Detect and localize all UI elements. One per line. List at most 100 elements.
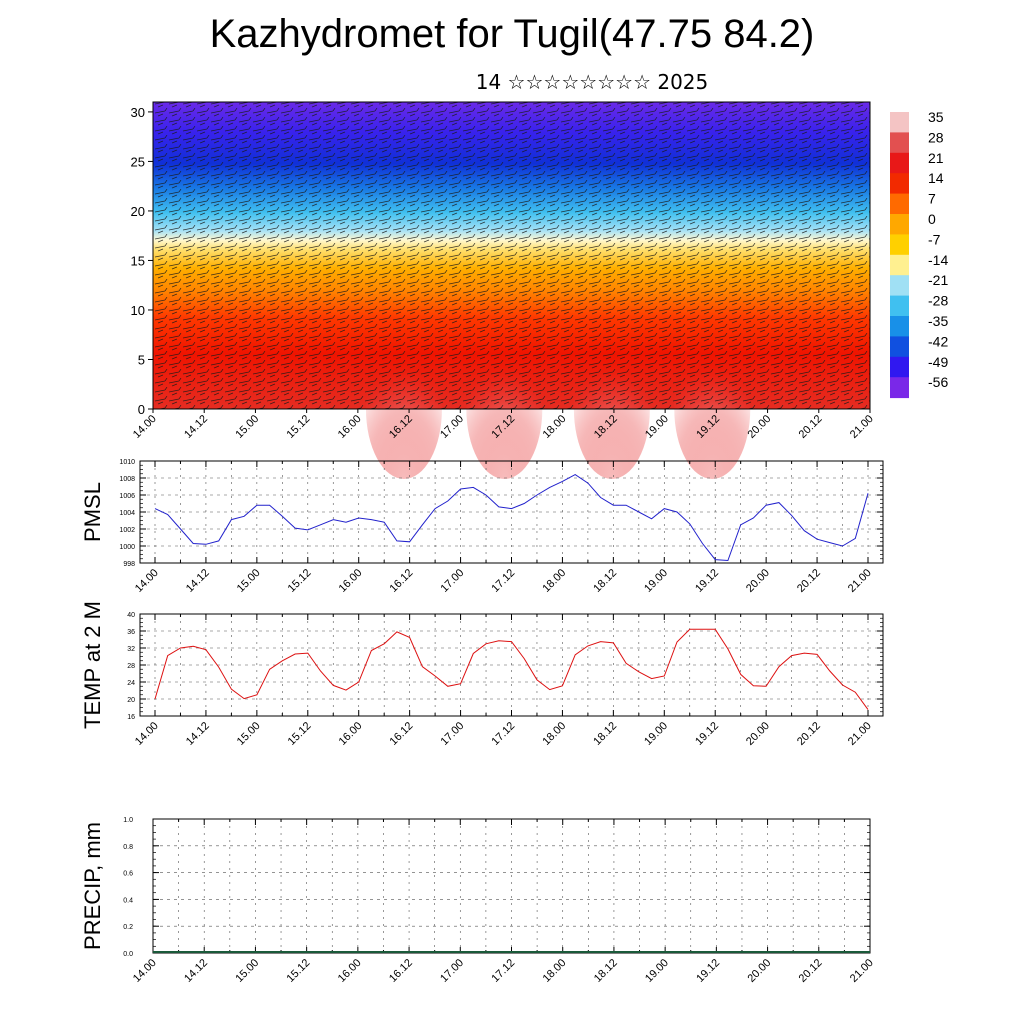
x-tick-label-14: 21.00 [848, 957, 876, 985]
colorbar: 35 28 21 14 7 0 -7 -14 -21 -28 -35 -42 -49 -56 [890, 109, 948, 399]
x-tick-label-1: 14.12 [184, 567, 212, 595]
colorbar-swatch-2 [890, 152, 909, 174]
y-tick-label-6: 40 [127, 612, 135, 619]
x-tick-label-3: 15.12 [286, 567, 314, 595]
y-tick-label-1: 0.2 [123, 924, 133, 931]
y-tick-label-5: 1.0 [123, 817, 133, 824]
colorbar-label-10: -35 [928, 313, 948, 329]
x-tick-label-0: 14.00 [133, 567, 161, 595]
x-tick-label-8: 18.00 [540, 720, 568, 748]
x-tick-label-0: 14.00 [131, 413, 159, 441]
colorbar-label-0: 35 [928, 109, 944, 125]
y-tick-label-6: 1010 [119, 459, 135, 466]
x-tick-label-3: 15.12 [286, 720, 314, 748]
x-tick-label-11: 19.12 [694, 957, 722, 985]
x-tick-label-2: 15.00 [233, 413, 261, 441]
colorbar-swatch-12 [890, 356, 909, 378]
x-tick-label-9: 18.12 [592, 957, 620, 985]
x-tick-label-6: 17.00 [438, 720, 466, 748]
pmsl-panel: 998 1000 1002 1004 1006 1008 1010 14.00 14.12 15.… [80, 459, 884, 595]
y-tick-label-4: 1006 [119, 493, 135, 500]
y-tick-label-4: 0.8 [123, 844, 133, 851]
y-tick-label-2: 24 [127, 680, 135, 687]
y-tick-label-0: 0 [138, 402, 145, 417]
x-tick-label-4: 16.00 [336, 413, 364, 441]
x-tick-label-4: 16.00 [337, 720, 365, 748]
colorbar-label-4: 7 [928, 191, 936, 207]
x-tick-label-7: 17.12 [489, 567, 517, 595]
x-tick-label-13: 20.12 [797, 413, 825, 441]
x-tick-label-5: 16.12 [388, 720, 416, 748]
colorbar-swatch-1 [890, 132, 909, 154]
y-tick-label-0: 998 [123, 561, 135, 568]
x-tick-label-4: 16.00 [336, 957, 364, 985]
x-tick-label-9: 18.12 [591, 567, 619, 595]
colorbar-swatch-8 [890, 275, 909, 297]
y-tick-label-5: 1008 [119, 476, 135, 483]
x-tick-label-14: 21.00 [846, 567, 874, 595]
y-tick-label-2: 0.4 [123, 897, 133, 904]
y-tick-label-4: 32 [127, 646, 135, 653]
x-tick-label-7: 17.12 [489, 957, 517, 985]
colorbar-swatch-10 [890, 316, 909, 337]
y-tick-label-0: 0.0 [123, 951, 133, 958]
temp-panel: 16 20 24 28 32 36 40 14.00 14.12 15.00 15.12 16.00 1… [80, 601, 884, 748]
colorbar-label-12: -49 [928, 354, 948, 370]
x-tick-label-14: 21.00 [846, 720, 874, 748]
x-tick-label-10: 19.00 [642, 567, 670, 595]
x-tick-label-10: 19.00 [642, 720, 670, 748]
x-tick-label-8: 18.00 [541, 957, 569, 985]
y-tick-label-0: 16 [127, 714, 135, 721]
colorbar-swatch-0 [890, 112, 909, 133]
colorbar-swatch-7 [890, 254, 909, 276]
x-tick-label-3: 15.12 [285, 413, 313, 441]
y-tick-label-30: 30 [131, 105, 145, 120]
x-tick-label-6: 17.00 [438, 957, 466, 985]
y-tick-label-1: 20 [127, 697, 135, 704]
x-tick-label-12: 20.00 [744, 720, 772, 748]
x-tick-label-11: 19.12 [693, 567, 721, 595]
x-tick-label-7: 17.12 [489, 720, 517, 748]
colorbar-swatch-4 [890, 193, 909, 215]
x-tick-label-13: 20.12 [795, 720, 823, 748]
y-tick-label-1: 1000 [119, 544, 135, 551]
y-tick-label-2: 1002 [119, 527, 135, 534]
x-tick-label-6: 17.00 [438, 413, 466, 441]
colorbar-label-5: 0 [928, 211, 936, 227]
colorbar-label-13: -56 [928, 374, 948, 390]
colorbar-label-1: 28 [928, 129, 944, 145]
colorbar-swatch-6 [890, 234, 909, 256]
colorbar-swatch-11 [890, 336, 909, 358]
page-subtitle: 14 ☆☆☆☆☆☆☆☆ 2025 [475, 70, 709, 94]
colorbar-label-11: -42 [928, 333, 948, 349]
x-tick-label-12: 20.00 [744, 567, 772, 595]
x-tick-label-12: 20.00 [745, 957, 773, 985]
x-tick-label-4: 16.00 [337, 567, 365, 595]
y-tick-label-25: 25 [131, 154, 145, 169]
colorbar-label-6: -7 [928, 231, 941, 247]
y-tick-label-10: 10 [131, 303, 145, 318]
x-tick-label-2: 15.00 [235, 720, 263, 748]
y-axis-label: TEMP at 2 M [80, 601, 105, 729]
x-tick-label-5: 16.12 [387, 957, 415, 985]
colorbar-label-2: 21 [928, 150, 944, 166]
wind-barbs [153, 102, 870, 409]
colorbar-label-8: -21 [928, 272, 948, 288]
x-tick-label-6: 17.00 [438, 567, 466, 595]
panel-frame [139, 460, 884, 564]
colorbar-label-9: -28 [928, 293, 948, 309]
x-tick-label-13: 20.12 [795, 567, 823, 595]
y-tick-label-3: 28 [127, 663, 135, 670]
x-tick-label-14: 21.00 [848, 413, 876, 441]
colorbar-swatch-13 [890, 377, 909, 399]
x-tick-label-1: 14.12 [184, 720, 212, 748]
series-line [154, 474, 869, 562]
y-tick-label-15: 15 [131, 253, 145, 268]
x-tick-label-0: 14.00 [131, 957, 159, 985]
x-tick-label-8: 18.00 [541, 413, 569, 441]
x-tick-label-11: 19.12 [693, 720, 721, 748]
x-tick-label-0: 14.00 [133, 720, 161, 748]
y-tick-label-5: 36 [127, 629, 135, 636]
